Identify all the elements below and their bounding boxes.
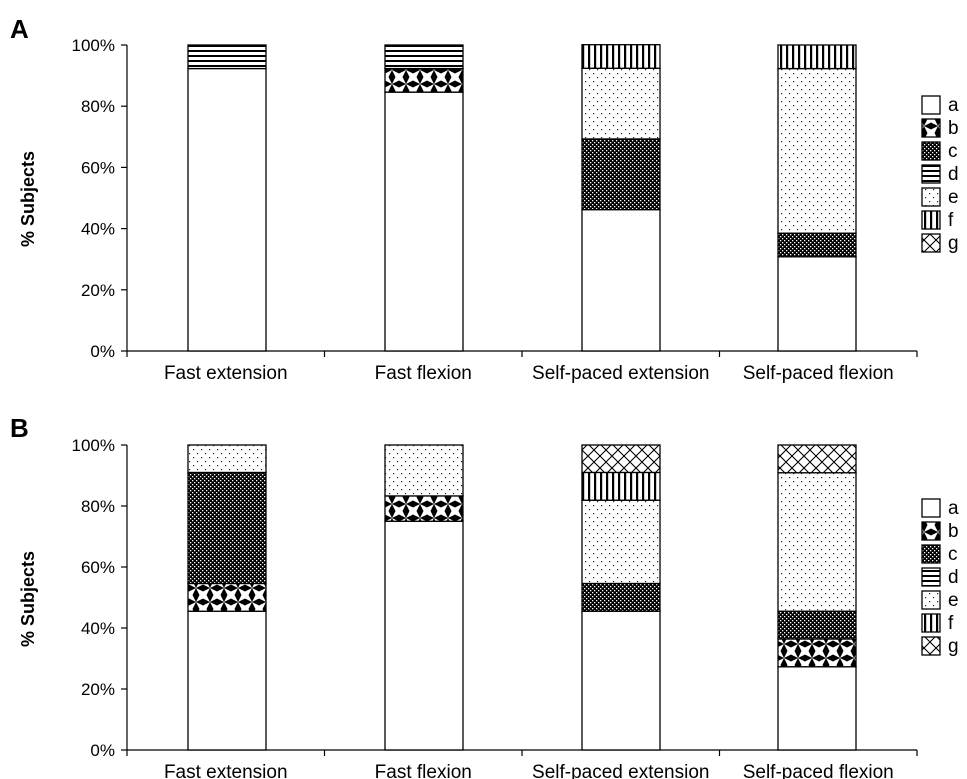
legend-label: g	[948, 636, 959, 657]
bar-segment-b	[187, 582, 267, 612]
legend-label: e	[948, 590, 959, 611]
legend-label: e	[948, 187, 959, 208]
bar-segment-e	[581, 67, 661, 140]
legend-swatch-c	[921, 544, 941, 564]
bar-segment-e	[581, 499, 661, 585]
panel-a: A % Subjects 0% 20% 40% 60% 80% 100% Fast exte…	[10, 14, 959, 384]
legend-label: c	[948, 544, 958, 565]
legend-label: d	[948, 567, 959, 588]
x-tick-label: Self-paced extension	[532, 762, 709, 779]
x-tick-label: Fast flexion	[375, 762, 472, 779]
legend-swatch-b	[921, 521, 941, 541]
bar-segment-c	[581, 138, 661, 211]
bar-segment-a	[777, 666, 857, 751]
bar-segment-a	[777, 256, 857, 352]
y-tick-label: 80%	[81, 97, 115, 116]
legend-swatch-d	[921, 567, 941, 587]
x-tick-label: Fast flexion	[375, 363, 472, 384]
y-tick-label: 100%	[72, 436, 115, 455]
bar-segment-b	[777, 638, 857, 668]
legend-swatch-e	[921, 187, 941, 207]
bars	[187, 444, 857, 751]
bar-segment-a	[384, 520, 464, 751]
axes: 0% 20% 40% 60% 80% 100% Fast extension Fast fle…	[72, 36, 918, 384]
legend-swatch-d	[921, 164, 941, 184]
bar-segment-b	[384, 495, 464, 522]
y-tick-label: 80%	[81, 497, 115, 516]
y-axis-label: % Subjects	[18, 551, 38, 647]
y-axis-label: % Subjects	[18, 151, 38, 247]
y-tick-label: 0%	[90, 342, 115, 361]
legend-label: c	[948, 141, 958, 162]
bar-segment-e	[384, 444, 464, 497]
y-tick-label: 40%	[81, 220, 115, 239]
bar-segment-d	[187, 44, 267, 70]
legend-label: f	[948, 613, 954, 634]
bar-segment-a	[187, 610, 267, 751]
x-tick-label: Fast extension	[164, 363, 288, 384]
bar-segment-g	[777, 444, 857, 474]
bar-segment-f	[581, 471, 661, 501]
legend-swatch-f	[921, 210, 941, 230]
y-tick-label: 40%	[81, 619, 115, 638]
legend-swatch-a	[921, 498, 941, 518]
bar-segment-g	[581, 444, 661, 474]
panel-letter: A	[10, 14, 29, 44]
legend-label: b	[948, 118, 959, 139]
bar-segment-c	[777, 232, 857, 258]
legend-label: g	[948, 233, 959, 254]
bar-segment-f	[777, 44, 857, 70]
legend-swatch-g	[921, 233, 941, 253]
bar-segment-f	[581, 44, 661, 69]
legend-swatch-f	[921, 613, 941, 633]
bar-segment-c	[777, 610, 857, 640]
x-tick-label: Self-paced flexion	[743, 762, 894, 779]
axes: 0% 20% 40% 60% 80% 100% Fast extension Fast fle…	[72, 436, 918, 779]
bar-segment-e	[777, 472, 857, 612]
bar-segment-d	[384, 44, 464, 70]
y-tick-label: 0%	[90, 741, 115, 760]
bar-segment-a	[384, 91, 464, 352]
y-tick-label: 20%	[81, 281, 115, 300]
bar-segment-a	[581, 610, 661, 751]
bar-segment-a	[581, 208, 661, 352]
legend-label: f	[948, 210, 954, 231]
bars	[187, 44, 857, 352]
legend-label: a	[948, 95, 959, 116]
x-tick-label: Fast extension	[164, 762, 288, 779]
y-tick-label: 60%	[81, 158, 115, 177]
legend-label: d	[948, 164, 959, 185]
legend-label: b	[948, 521, 959, 542]
y-tick-label: 20%	[81, 680, 115, 699]
legend-swatch-e	[921, 590, 941, 610]
x-tick-label: Self-paced flexion	[743, 363, 894, 384]
legend-swatch-b	[921, 118, 941, 138]
legend-swatch-a	[921, 95, 941, 115]
panel-letter: B	[10, 413, 29, 443]
bar-segment-b	[384, 67, 464, 93]
legend-label: a	[948, 498, 959, 519]
bar-segment-a	[187, 67, 267, 352]
bar-segment-e	[187, 444, 267, 474]
panel-b: B % Subjects 0% 20% 40% 60% 80% 100% Fast exte…	[10, 413, 959, 779]
x-tick-label: Self-paced extension	[532, 363, 709, 384]
bar-segment-c	[187, 471, 267, 585]
bar-segment-e	[777, 67, 857, 234]
y-tick-label: 100%	[72, 36, 115, 55]
y-tick-label: 60%	[81, 558, 115, 577]
bar-segment-c	[581, 582, 661, 612]
legend-swatch-c	[921, 141, 941, 161]
legend-swatch-g	[921, 636, 941, 656]
